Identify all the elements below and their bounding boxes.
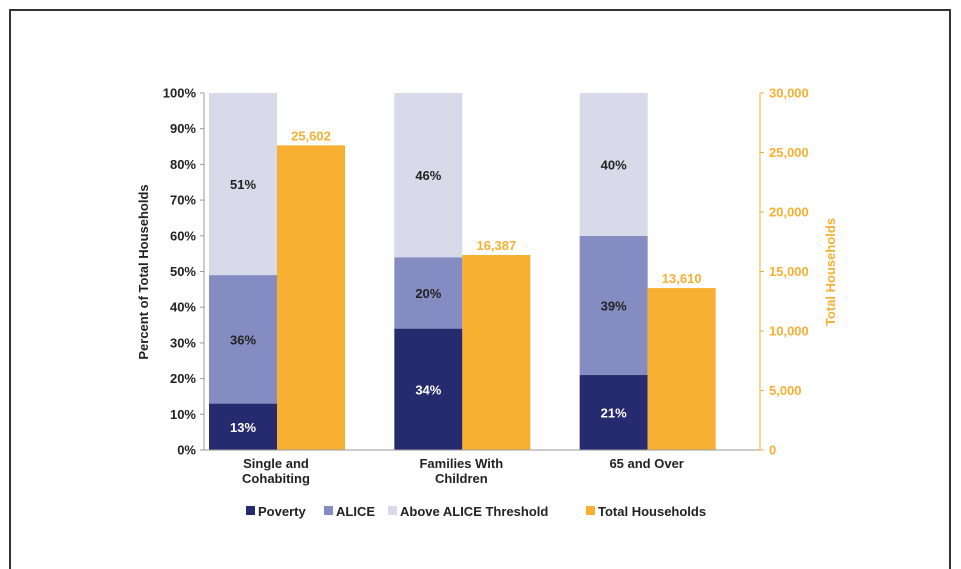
bar-alice-0 <box>209 275 277 404</box>
data-label-total-households-0: 25,602 <box>291 128 331 143</box>
y-tick-label-right-4: 20,000 <box>769 205 809 220</box>
category-label-2: 65 and Over <box>609 456 683 471</box>
y-tick-label-left-10: 100% <box>163 86 197 101</box>
data-label-total-households-2: 13,610 <box>662 271 702 286</box>
y-tick-label-right-3: 15,000 <box>769 264 809 279</box>
data-label-poverty-0: 13% <box>230 420 256 435</box>
category-label-0: Single and Cohabiting <box>242 456 310 486</box>
data-label-poverty-1: 34% <box>415 382 441 397</box>
data-label-poverty-2: 21% <box>601 406 627 421</box>
y-tick-label-left-7: 70% <box>170 193 196 208</box>
legend-label-2: Above ALICE Threshold <box>400 504 548 519</box>
y-tick-label-right-2: 10,000 <box>769 324 809 339</box>
bar-poverty-2 <box>579 375 648 450</box>
y-axis-title-right: Total Households <box>823 218 838 326</box>
bar-alice-1 <box>394 257 463 329</box>
bar-total-households-1 <box>462 254 531 450</box>
bar-above-alice-threshold-0 <box>209 93 277 276</box>
bar-poverty-1 <box>394 328 463 450</box>
data-label-above-alice-threshold-2: 40% <box>601 157 627 172</box>
bar-total-households-0 <box>277 145 345 451</box>
y-tick-label-left-0: 0% <box>177 443 196 458</box>
y-tick-label-right-1: 5,000 <box>769 383 802 398</box>
data-label-total-households-1: 16,387 <box>476 238 516 253</box>
y-tick-label-left-3: 30% <box>170 335 196 350</box>
data-label-alice-2: 39% <box>601 298 627 313</box>
chart-frame <box>9 9 951 569</box>
legend-swatch-1 <box>324 506 333 515</box>
y-tick-label-right-0: 0 <box>769 443 776 458</box>
y-tick-label-left-6: 60% <box>170 228 196 243</box>
y-tick-label-right-5: 25,000 <box>769 145 809 160</box>
y-tick-label-left-2: 20% <box>170 371 196 386</box>
data-label-alice-1: 20% <box>415 286 441 301</box>
data-label-above-alice-threshold-1: 46% <box>415 168 441 183</box>
category-label-1: Families With Children <box>419 456 503 486</box>
legend-label-1: ALICE <box>336 504 375 519</box>
bar-total-households-2 <box>647 288 716 450</box>
bar-above-alice-threshold-1 <box>394 93 463 258</box>
bar-poverty-0 <box>209 403 277 450</box>
y-axis-title-left: Percent of Total Households <box>136 184 151 359</box>
y-tick-label-left-9: 90% <box>170 121 196 136</box>
bar-above-alice-threshold-2 <box>579 93 648 236</box>
y-tick-label-right-6: 30,000 <box>769 86 809 101</box>
legend-swatch-3 <box>586 506 595 515</box>
data-label-alice-0: 36% <box>230 332 256 347</box>
legend-swatch-2 <box>388 506 397 515</box>
y-tick-label-left-4: 40% <box>170 300 196 315</box>
legend-swatch-0 <box>246 506 255 515</box>
y-tick-label-left-8: 80% <box>170 157 196 172</box>
y-tick-label-left-1: 10% <box>170 407 196 422</box>
data-label-above-alice-threshold-0: 51% <box>230 177 256 192</box>
legend-label-0: Poverty <box>258 504 306 519</box>
legend-label-3: Total Households <box>598 504 706 519</box>
bar-alice-2 <box>579 235 648 376</box>
y-tick-label-left-5: 50% <box>170 264 196 279</box>
